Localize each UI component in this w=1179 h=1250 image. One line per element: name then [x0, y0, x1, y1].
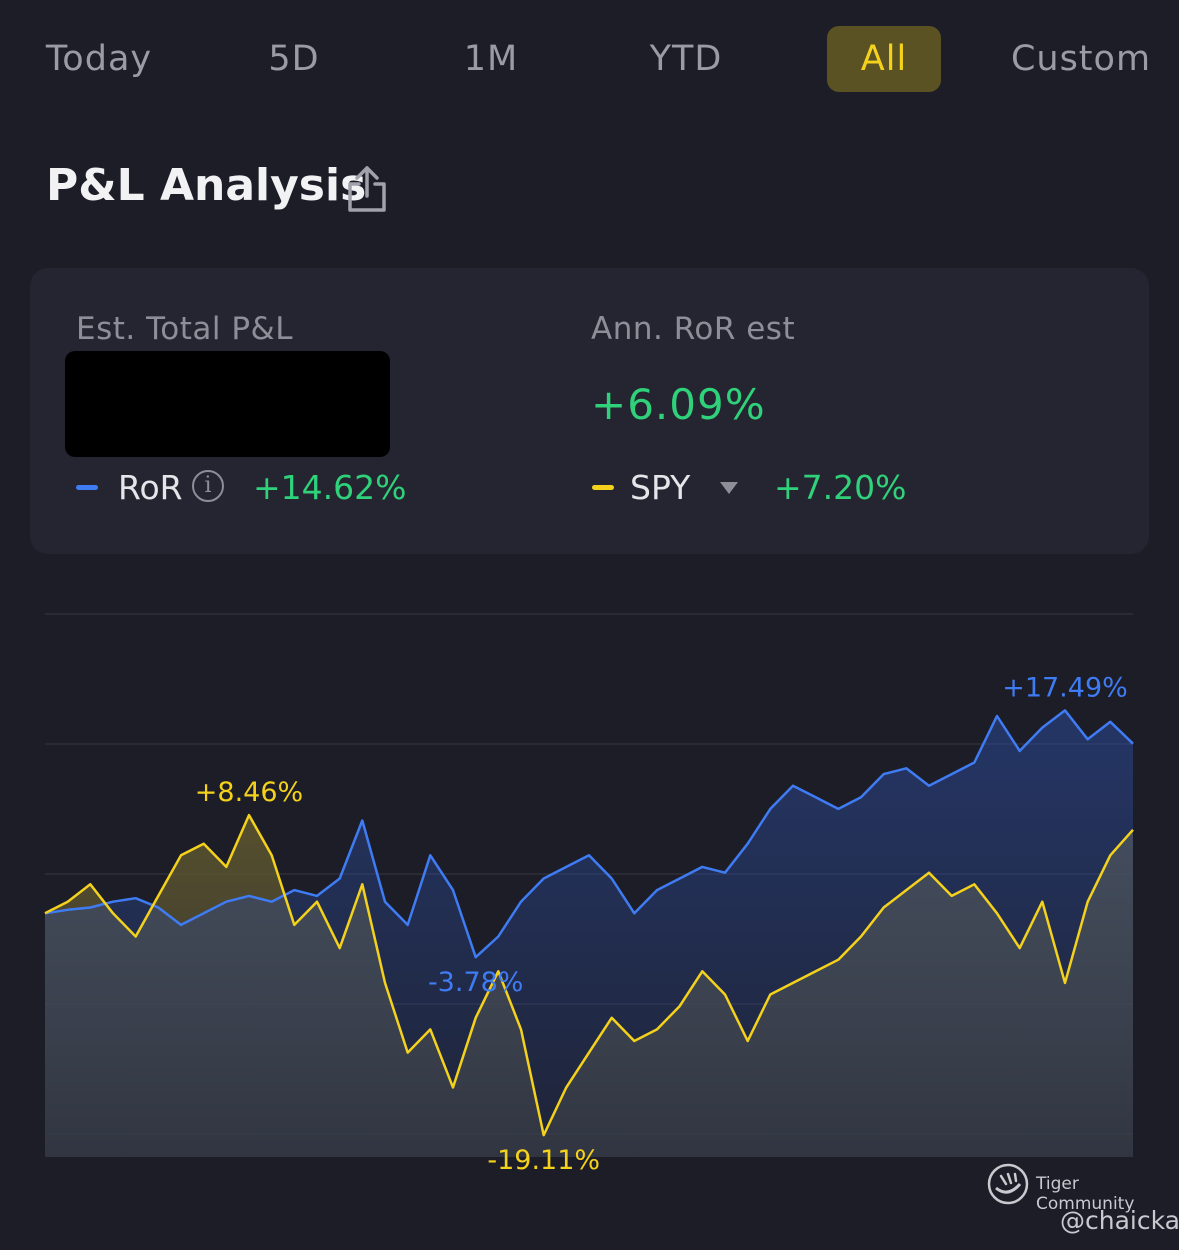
ror-legend-value: +14.62% — [253, 468, 407, 507]
pnl-chart: +17.49% -3.78% +8.46% -19.11% — [44, 613, 1134, 1176]
tab-1m[interactable]: 1M — [463, 39, 519, 79]
ror-legend-name: RoR — [118, 468, 183, 507]
tab-all[interactable]: All — [827, 26, 941, 92]
annotation-ror-max: +17.49% — [1002, 672, 1128, 703]
spy-line — [44, 813, 1134, 1137]
total-pnl-label: Est. Total P&L — [76, 311, 293, 347]
tab-5d[interactable]: 5D — [268, 39, 320, 79]
tiger-logo-icon — [986, 1162, 1030, 1206]
chevron-down-icon[interactable] — [720, 482, 738, 494]
benchmark-select[interactable]: SPY — [630, 468, 691, 507]
ror-legend-swatch — [76, 485, 98, 490]
footer-brand: Tiger Community — [1036, 1174, 1135, 1214]
spy-legend-value: +7.20% — [774, 468, 907, 507]
ann-ror-value: +6.09% — [591, 380, 766, 429]
info-icon[interactable]: i — [192, 470, 224, 502]
ror-area — [45, 710, 1133, 1157]
annotation-spy-min: -19.11% — [487, 1145, 600, 1176]
share-icon[interactable] — [344, 164, 390, 214]
ror-line — [44, 709, 1134, 959]
time-range-tabs: Today 5D 1M YTD All Custom — [0, 26, 1179, 92]
page-title: P&L Analysis — [46, 160, 367, 211]
tab-ytd[interactable]: YTD — [649, 39, 723, 79]
footer-username: @chaicka — [1060, 1206, 1179, 1235]
ann-ror-label: Ann. RoR est — [591, 311, 796, 347]
annotation-ror-min: -3.78% — [428, 967, 524, 998]
annotation-spy-max: +8.46% — [195, 777, 303, 808]
redacted-total-pnl — [65, 351, 390, 457]
tab-today[interactable]: Today — [45, 39, 153, 79]
spy-legend-swatch — [592, 485, 614, 490]
tab-custom[interactable]: Custom — [1010, 39, 1152, 79]
